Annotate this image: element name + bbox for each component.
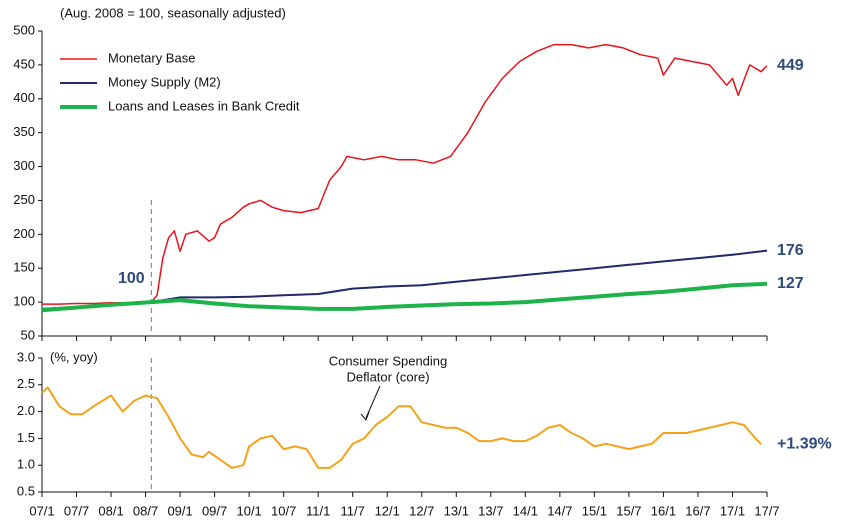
y-tick-label: 250 (13, 192, 35, 207)
y-tick-label: 150 (13, 260, 35, 275)
y-tick-label: 350 (13, 124, 35, 139)
y-tick-label: 400 (13, 90, 35, 105)
y-tick-label: 3.0 (17, 349, 35, 364)
end-label: 176 (777, 242, 804, 259)
y-tick-label: 1.5 (17, 430, 35, 445)
annotation: 100 (118, 270, 145, 287)
series-line (42, 43, 768, 305)
legend-label: Monetary Base (108, 50, 195, 65)
legend-label: Money Supply (M2) (108, 74, 221, 89)
end-label: 127 (777, 275, 804, 292)
y-tick-label: 2.5 (17, 376, 35, 391)
x-tick-label: 13/1 (444, 503, 469, 518)
x-tick-label: 07/7 (64, 503, 89, 518)
x-tick-label: 17/7 (754, 503, 779, 518)
y-tick-label: 2.0 (17, 403, 35, 418)
series-line (41, 281, 768, 313)
x-tick-label: 14/1 (513, 503, 538, 518)
y-tick-label: 100 (13, 294, 35, 309)
subtitle: (Aug. 2008 = 100, seasonally adjusted) (60, 5, 286, 20)
annotation: Consumer Spending (329, 353, 448, 368)
x-tick-label: 09/1 (167, 503, 192, 518)
y-tick-label: 200 (13, 226, 35, 241)
x-tick-label: 11/1 (306, 503, 330, 518)
x-tick-label: 14/7 (547, 503, 572, 518)
y-tick-label: 50 (21, 327, 35, 342)
x-tick-label: 17/1 (720, 503, 745, 518)
y-tick-label: 300 (13, 158, 35, 173)
x-tick-label: 10/7 (271, 503, 296, 518)
x-tick-label: 16/1 (651, 503, 676, 518)
y-tick-label: 500 (13, 22, 35, 37)
annotation-arrowhead (360, 411, 370, 421)
x-tick-label: 07/1 (29, 503, 54, 518)
x-tick-label: 08/7 (133, 503, 158, 518)
end-label: 449 (777, 57, 804, 74)
end-label: +1.39% (777, 436, 832, 453)
x-tick-label: 09/7 (202, 503, 227, 518)
x-tick-label: 11/7 (341, 503, 365, 518)
y-tick-label: 0.5 (17, 483, 35, 498)
x-tick-label: 15/7 (616, 503, 641, 518)
y-axis-label: (%, yoy) (50, 349, 98, 364)
x-tick-label: 10/1 (236, 503, 261, 518)
x-tick-label: 15/1 (582, 503, 607, 518)
x-tick-label: 12/1 (375, 503, 400, 518)
y-tick-label: 1.0 (17, 457, 35, 472)
y-tick-label: 450 (13, 56, 35, 71)
annotation: Deflator (core) (346, 369, 429, 384)
x-tick-label: 08/1 (98, 503, 123, 518)
legend-label: Loans and Leases in Bank Credit (108, 98, 300, 113)
x-tick-label: 16/7 (685, 503, 710, 518)
series-line (41, 386, 762, 469)
x-tick-label: 12/7 (409, 503, 434, 518)
x-tick-label: 13/7 (478, 503, 503, 518)
